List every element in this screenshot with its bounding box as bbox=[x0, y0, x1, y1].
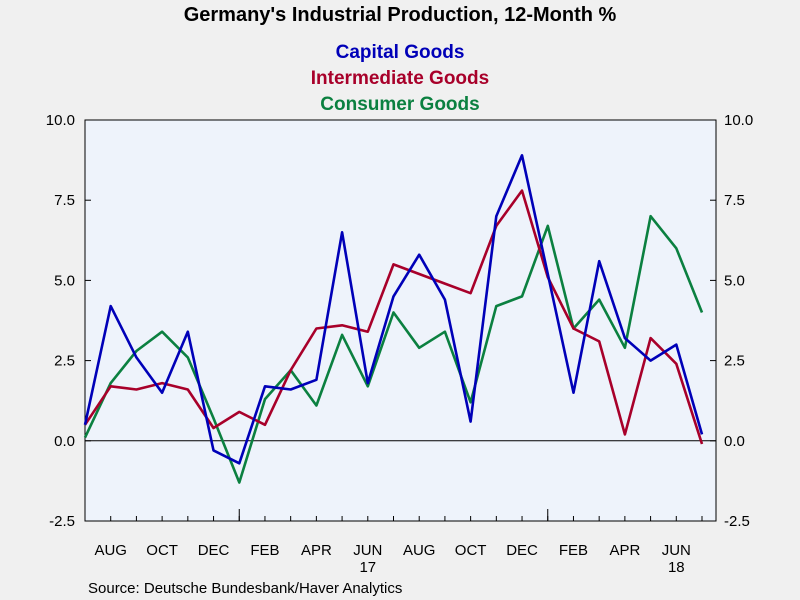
y-axis-left: 10.0 7.5 5.0 2.5 0.0 -2.5 bbox=[46, 112, 91, 530]
chart-title: Germany's Industrial Production, 12-Mont… bbox=[184, 4, 617, 26]
y-tick-label: 2.5 bbox=[724, 353, 745, 370]
x-tick-label: AUG bbox=[403, 542, 436, 559]
x-tick-label: JUN bbox=[353, 542, 382, 559]
x-tick-label: OCT bbox=[455, 542, 487, 559]
legend-label: Intermediate Goods bbox=[311, 68, 489, 89]
y-tick-label: -2.5 bbox=[724, 513, 750, 530]
x-year-label: 17 bbox=[359, 559, 376, 576]
y-axis-right: 10.0 7.5 5.0 2.5 0.0 -2.5 bbox=[710, 112, 753, 530]
x-tick-label: FEB bbox=[559, 542, 588, 559]
x-tick-label: AUG bbox=[94, 542, 127, 559]
y-tick-label: 7.5 bbox=[724, 192, 745, 209]
x-tick-label: APR bbox=[609, 542, 640, 559]
x-tick-label: DEC bbox=[198, 542, 230, 559]
x-tick-label: APR bbox=[301, 542, 332, 559]
y-tick-label: 7.5 bbox=[54, 192, 75, 209]
y-tick-label: 5.0 bbox=[724, 272, 745, 289]
y-tick-label: 0.0 bbox=[724, 433, 745, 450]
y-tick-label: 10.0 bbox=[46, 112, 75, 129]
x-tick-label: JUN bbox=[662, 542, 691, 559]
series-line-capital-goods bbox=[83, 154, 704, 465]
legend-label: Capital Goods bbox=[336, 42, 465, 63]
y-tick-label: 2.5 bbox=[54, 353, 75, 370]
x-year-label: 18 bbox=[668, 559, 685, 576]
series-layer bbox=[83, 154, 704, 484]
x-tick-label: FEB bbox=[250, 542, 279, 559]
y-tick-label: 10.0 bbox=[724, 112, 753, 129]
source-note: Source: Deutsche Bundesbank/Haver Analyt… bbox=[88, 580, 402, 597]
legend-label: Consumer Goods bbox=[320, 94, 479, 115]
y-tick-label: -2.5 bbox=[49, 513, 75, 530]
x-tick-label: OCT bbox=[146, 542, 178, 559]
y-tick-label: 5.0 bbox=[54, 272, 75, 289]
legend: Capital Goods Intermediate Goods Consumer … bbox=[311, 42, 489, 115]
y-tick-label: 0.0 bbox=[54, 433, 75, 450]
series-line-intermediate-goods bbox=[83, 189, 704, 445]
series-line-consumer-goods bbox=[83, 214, 704, 484]
x-tick-label: DEC bbox=[506, 542, 538, 559]
